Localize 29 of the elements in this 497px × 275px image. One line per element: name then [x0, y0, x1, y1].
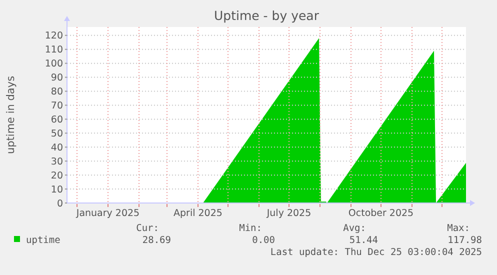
- y-tick-label: 30: [50, 156, 63, 168]
- y-tick-label: 20: [50, 170, 63, 182]
- text: Min:: [239, 223, 262, 234]
- x-tick-label: April 2025: [174, 208, 222, 219]
- x-tick-label: October 2025: [348, 208, 414, 219]
- chart-title: Uptime - by year: [214, 8, 320, 23]
- y-tick-label: 110: [44, 44, 63, 56]
- y-tick-label: 10: [50, 184, 63, 196]
- text: 51.44: [349, 235, 378, 246]
- text: Last update: Thu Dec 25 03:00:04 2025: [270, 247, 482, 258]
- y-tick-label: 40: [50, 142, 63, 154]
- y-tick-label: 90: [50, 72, 63, 84]
- text: 28.69: [142, 235, 172, 246]
- y-axis-title: uptime in days: [5, 76, 17, 154]
- text: Avg:: [343, 223, 366, 234]
- text: Cur:: [136, 223, 159, 234]
- y-tick-label: 80: [50, 86, 63, 98]
- y-tick-label: 70: [50, 100, 63, 112]
- y-tick-label: 120: [44, 30, 63, 42]
- y-tick-label: 50: [50, 128, 63, 140]
- legend-label: uptime: [26, 235, 61, 246]
- x-tick-label: July 2025: [266, 208, 312, 219]
- text: Max:: [447, 223, 470, 234]
- text: 117.98: [448, 235, 482, 246]
- text: 0.00: [252, 235, 276, 246]
- y-tick-label: 100: [44, 58, 63, 70]
- y-tick-label: 0: [56, 198, 63, 210]
- x-tick-label: January 2025: [75, 208, 140, 219]
- y-tick-label: 60: [50, 114, 63, 126]
